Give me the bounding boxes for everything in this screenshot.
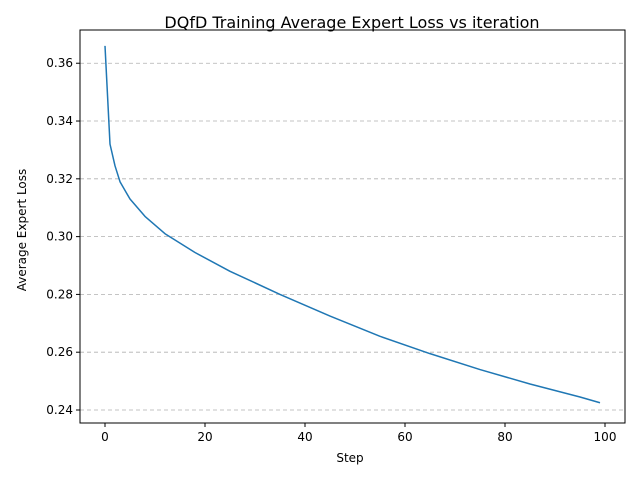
x-tick-label: 80: [497, 430, 512, 444]
y-tick-label: 0.24: [46, 403, 73, 417]
series-line: [104, 45, 601, 404]
series: [104, 45, 601, 404]
chart-title: DQfD Training Average Expert Loss vs ite…: [164, 13, 539, 32]
y-tick-label: 0.28: [46, 287, 73, 301]
y-tick-label: 0.32: [46, 172, 73, 186]
plot-frame: [79, 29, 626, 424]
x-tick-label: 0: [101, 430, 109, 444]
x-tick-label: 60: [397, 430, 412, 444]
ticks: 0.24 0.26 0.28 0.30 0.32 0.34 0.36 0 20 40 60 80 100: [46, 56, 616, 444]
x-tick-label: 100: [594, 430, 617, 444]
x-tick-label: 20: [197, 430, 212, 444]
x-tick-label: 40: [297, 430, 312, 444]
y-tick-label: 0.36: [46, 56, 73, 70]
y-tick-label: 0.26: [46, 345, 73, 359]
x-axis-label: Step: [336, 451, 363, 465]
y-tick-label: 0.34: [46, 114, 73, 128]
grid: [80, 62, 625, 411]
y-tick-label: 0.30: [46, 230, 73, 244]
y-axis-label: Average Expert Loss: [15, 169, 29, 292]
